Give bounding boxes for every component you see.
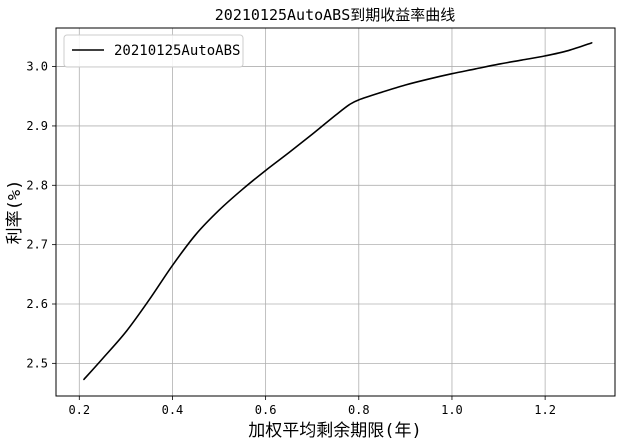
x-axis-label: 加权平均剩余期限(年)	[248, 421, 421, 441]
plot-area	[56, 28, 615, 396]
y-tick-label: 3.0	[26, 60, 48, 74]
x-tick-label: 0.6	[255, 403, 277, 417]
x-tick-label: 0.4	[162, 403, 184, 417]
y-axis-label: 利率(%)	[5, 180, 25, 245]
series-layer	[83, 42, 593, 381]
y-tick-label: 2.9	[26, 119, 48, 133]
series-line	[83, 42, 593, 381]
plot-frame	[55, 27, 616, 397]
x-axis-ticks: 0.2 0.4 0.6 0.8 1.0 1.2	[68, 396, 556, 417]
x-tick-label: 1.2	[534, 403, 556, 417]
y-tick-label: 2.8	[26, 178, 48, 192]
grid-lines	[56, 28, 615, 396]
chart-title: 20210125AutoABS到期收益率曲线	[215, 6, 455, 24]
y-tick-label: 2.6	[26, 297, 48, 311]
y-axis-ticks: 2.5 2.6 2.7 2.8 2.9 3.0	[26, 60, 56, 370]
x-tick-label: 1.0	[441, 403, 463, 417]
y-tick-label: 2.5	[26, 356, 48, 370]
x-tick-label: 0.2	[68, 403, 90, 417]
x-tick-label: 0.8	[348, 403, 370, 417]
legend: 20210125AutoABS	[63, 34, 244, 68]
legend-entry-label: 20210125AutoABS	[114, 43, 240, 59]
legend-box	[63, 34, 244, 68]
y-tick-label: 2.7	[26, 238, 48, 252]
